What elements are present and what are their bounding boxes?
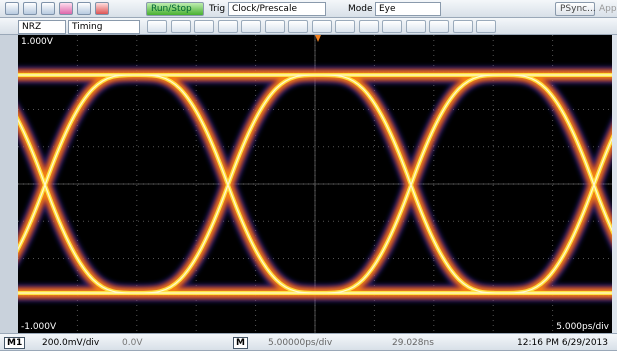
measure-icon[interactable] [241,20,261,33]
measure-dropdown[interactable]: Timing [68,20,140,34]
channel-badge[interactable]: M1 [4,337,25,349]
timebase-label: 5.000ps/div [556,322,609,332]
left-strip [0,35,18,333]
eye-display: 1.000V -1.000V 5.000ps/div [18,35,612,333]
horizontal-scale: 5.00000ps/div [268,337,332,349]
measure-icon[interactable] [476,20,496,33]
measure-icon[interactable] [382,20,402,33]
tool-icon[interactable] [95,2,109,15]
measure-icon[interactable] [406,20,426,33]
measure-icon[interactable] [218,20,238,33]
tool-icon[interactable] [41,2,55,15]
measure-icon[interactable] [194,20,214,33]
run-stop-button[interactable]: Run/Stop [146,2,204,16]
psync-button[interactable]: PSync... [555,2,595,16]
offset: 0.0V [122,337,142,349]
top-voltage-label: 1.000V [21,37,54,47]
mode-dropdown[interactable]: Eye [375,2,441,16]
trig-source-dropdown[interactable]: Clock/Prescale [228,2,326,16]
tool-icon[interactable] [23,2,37,15]
measure-icon[interactable] [335,20,355,33]
measure-icon[interactable] [359,20,379,33]
measure-icon[interactable] [147,20,167,33]
measure-icon[interactable] [288,20,308,33]
main-toolbar: Run/Stop Trig Clock/Prescale Mode Eye PS… [0,0,617,18]
measure-icon[interactable] [171,20,191,33]
horizontal-position: 29.028ns [392,337,434,349]
measure-toolbar: NRZ Timing [0,18,617,35]
scope-app: Run/Stop Trig Clock/Prescale Mode Eye PS… [0,0,617,351]
measure-icon[interactable] [453,20,473,33]
tool-icon[interactable] [77,2,91,15]
signal-dropdown[interactable]: NRZ [18,20,66,34]
date-time: 12:16 PM 6/29/2013 [517,337,608,349]
mode-label: Mode [348,3,373,15]
app-button[interactable]: App [599,3,617,15]
measure-icon[interactable] [312,20,332,33]
bottom-voltage-label: -1.000V [21,322,57,332]
status-bar: M1 200.0mV/div 0.0V M 5.00000ps/div 29.0… [0,333,617,351]
trig-label: Trig [209,3,225,15]
tool-icon[interactable] [59,2,73,15]
vertical-scale: 200.0mV/div [42,337,99,349]
measure-icon[interactable] [429,20,449,33]
tool-icon[interactable] [5,2,19,15]
math-badge[interactable]: M [233,337,248,349]
measure-icon[interactable] [265,20,285,33]
